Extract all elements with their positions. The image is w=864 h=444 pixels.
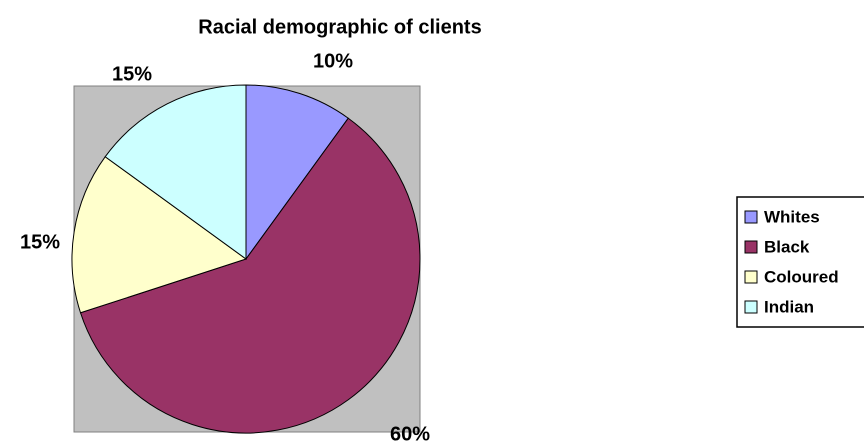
legend-label: Coloured — [764, 267, 839, 286]
legend-swatch — [744, 270, 758, 284]
pie-slice — [79, 117, 421, 434]
data-label: 15% — [112, 63, 152, 85]
legend-swatch — [744, 300, 758, 314]
legend — [736, 196, 864, 328]
pie-slice — [71, 156, 248, 314]
legend-swatch — [744, 210, 758, 224]
legend-label: Black — [764, 237, 810, 256]
data-label: 15% — [20, 231, 60, 253]
legend-swatch — [744, 240, 758, 254]
chart-title: Racial demographic of clients — [198, 16, 481, 38]
pie-slice — [104, 84, 247, 260]
data-label: 10% — [313, 50, 353, 72]
legend-label: Indian — [764, 297, 814, 316]
pie-slice — [245, 84, 349, 261]
data-label: 60% — [390, 423, 430, 444]
legend-label: Whites — [764, 207, 820, 226]
